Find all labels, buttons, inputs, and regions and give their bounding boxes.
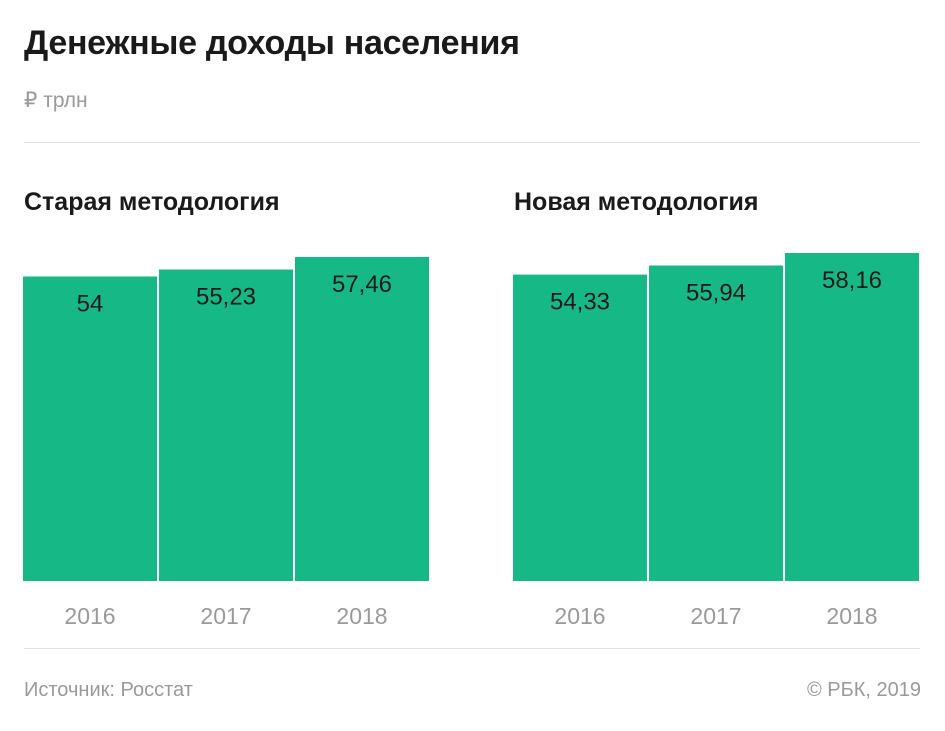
top-divider [24,142,920,143]
year-tick-old-2017: 2017 [200,603,251,629]
year-tick-new-2017: 2017 [690,603,741,629]
year-tick-old-2018: 2018 [336,603,387,629]
panel-title-old: Старая методология [24,188,280,216]
year-tick-old-2016: 2016 [64,603,115,629]
source-label: Источник: Росстат [24,679,193,701]
bar-new-2017 [649,265,783,581]
value-label-new-2018: 58,16 [822,267,882,294]
panel-title-new: Новая методология [514,188,759,216]
bar-old-2016 [23,276,157,581]
value-label-old-2016: 54 [77,290,104,317]
chart-title: Денежные доходы населения [24,24,520,62]
bottom-divider [24,648,920,649]
value-label-new-2016: 54,33 [550,289,610,316]
year-tick-new-2018: 2018 [826,603,877,629]
copyright-label: © РБК, 2019 [806,679,921,701]
year-tick-new-2016: 2016 [554,603,605,629]
value-label-old-2018: 57,46 [332,271,392,298]
value-label-new-2017: 55,94 [686,280,746,307]
bar-new-2018 [785,253,919,581]
unit-label: ₽ трлн [24,89,88,112]
value-label-old-2017: 55,23 [196,284,256,311]
bar-old-2018 [295,256,429,581]
bar-new-2016 [513,274,647,581]
bar-old-2017 [159,269,293,581]
